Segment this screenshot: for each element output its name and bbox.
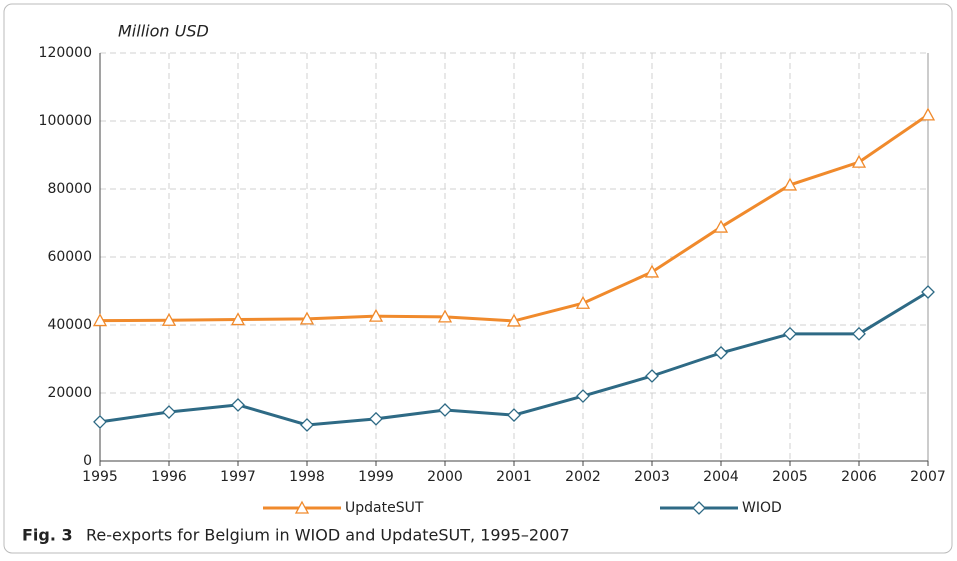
marker <box>230 312 246 326</box>
marker <box>783 326 797 341</box>
x-tick-label: 2003 <box>634 469 670 485</box>
y-tick-label: 60000 <box>47 249 92 265</box>
x-tick-label: 2000 <box>427 469 463 485</box>
x-tick-label: 2005 <box>772 469 808 485</box>
marker <box>369 411 383 426</box>
x-tick-label: 2002 <box>565 469 601 485</box>
caption-label: Fig. 3 <box>22 526 73 545</box>
marker <box>851 154 867 168</box>
y-tick-label: 100000 <box>39 113 92 129</box>
x-tick-label: 2001 <box>496 469 532 485</box>
x-tick-label: 1995 <box>82 469 118 485</box>
legend-label: UpdateSUT <box>345 500 424 516</box>
marker <box>576 389 590 403</box>
marker <box>438 403 452 417</box>
x-tick-label: 2007 <box>910 469 946 485</box>
marker <box>300 418 314 432</box>
y-axis-label: Million USD <box>118 22 209 41</box>
x-tick-label: 2006 <box>841 469 877 485</box>
marker <box>231 397 245 412</box>
x-tick-label: 1997 <box>220 469 256 485</box>
caption: Re-exports for Belgium in WIOD and Updat… <box>86 526 570 545</box>
marker <box>692 501 706 515</box>
marker <box>294 500 310 514</box>
marker <box>92 313 108 327</box>
marker <box>644 264 660 278</box>
marker <box>714 345 728 360</box>
marker <box>437 309 453 323</box>
y-tick-label: 20000 <box>47 385 92 401</box>
y-tick-label: 80000 <box>47 181 92 197</box>
marker <box>852 326 866 341</box>
marker <box>93 414 107 429</box>
x-tick-label: 1999 <box>358 469 394 485</box>
marker <box>507 408 521 423</box>
x-tick-label: 1998 <box>289 469 325 485</box>
marker <box>161 312 177 326</box>
y-tick-label: 0 <box>83 453 92 469</box>
marker <box>920 107 936 121</box>
legend-label: WIOD <box>742 500 782 516</box>
marker <box>368 308 384 322</box>
marker <box>575 295 591 309</box>
marker <box>713 219 729 233</box>
marker <box>645 369 659 383</box>
figure-frame <box>3 3 953 554</box>
y-tick-label: 40000 <box>47 317 92 333</box>
marker <box>921 285 935 299</box>
marker <box>162 405 176 419</box>
x-tick-label: 2004 <box>703 469 739 485</box>
marker <box>299 311 315 325</box>
marker <box>506 313 522 327</box>
marker <box>782 177 798 191</box>
y-tick-label: 120000 <box>39 45 92 61</box>
x-tick-label: 1996 <box>151 469 187 485</box>
